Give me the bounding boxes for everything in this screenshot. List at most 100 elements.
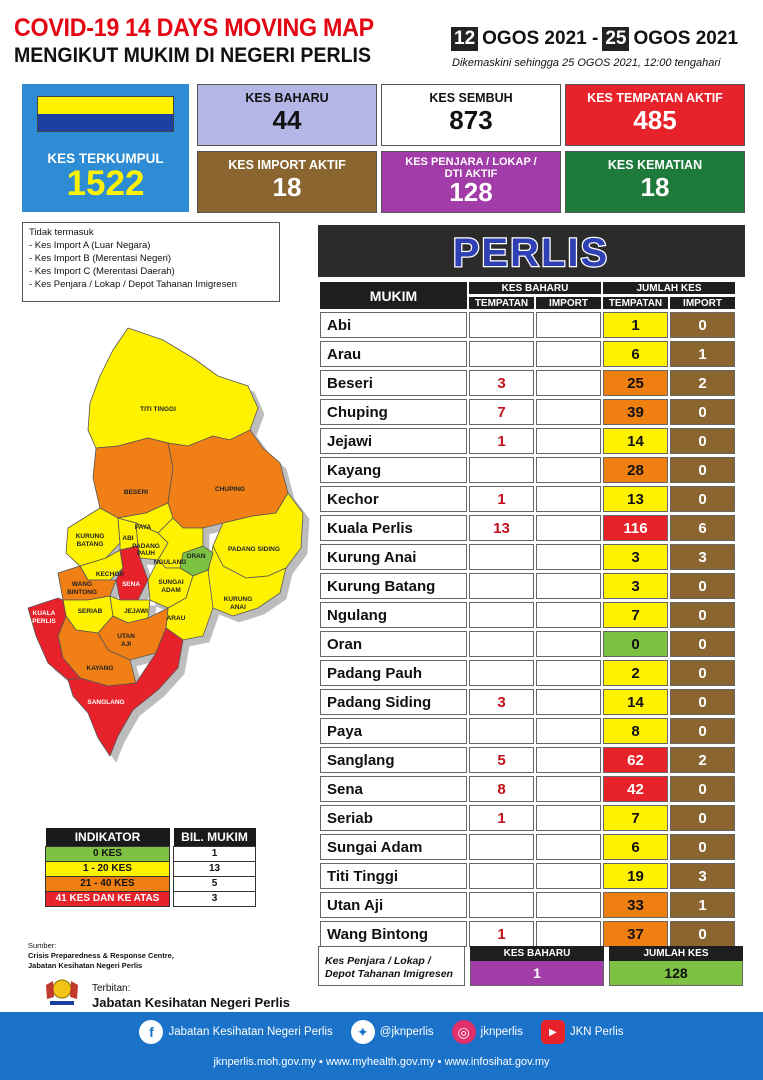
- table-row: Arau 6 1: [320, 341, 735, 367]
- stat-kes-import-aktif: KES IMPORT AKTIF 18: [197, 151, 377, 213]
- jumlah-import: 1: [670, 341, 735, 367]
- table-row: Kechor 1 13 0: [320, 486, 735, 512]
- website-links[interactable]: jknperlis.moh.gov.my ▪ www.myhealth.gov.…: [213, 1056, 550, 1068]
- jumlah-tempatan: 7: [603, 805, 668, 831]
- kes-baharu-tempatan: [469, 573, 534, 599]
- mukim-name: Abi: [320, 312, 467, 338]
- indicator-count: 3: [173, 890, 256, 907]
- jumlah-tempatan: 19: [603, 863, 668, 889]
- map-label-sanglang: SANGLANG: [87, 699, 124, 706]
- kes-baharu-tempatan: 8: [469, 776, 534, 802]
- map-label-utan-aji: UTAN: [117, 633, 135, 640]
- kes-baharu-tempatan: [469, 863, 534, 889]
- stat-label-line2: DTI AKTIF: [444, 168, 498, 180]
- mukim-name: Ngulang: [320, 602, 467, 628]
- penjara-kes-baharu-label: KES BAHARU: [470, 946, 604, 961]
- jumlah-tempatan: 6: [603, 341, 668, 367]
- kes-baharu-tempatan: 13: [469, 515, 534, 541]
- jumlah-import: 0: [670, 631, 735, 657]
- map-label-seriab: SERIAB: [78, 608, 103, 615]
- mukim-name: Sanglang: [320, 747, 467, 773]
- map-label-kayang: KAYANG: [87, 665, 114, 672]
- header-import: IMPORT: [670, 297, 735, 309]
- indicator-count: 13: [173, 860, 256, 877]
- indicator-header: INDIKATOR: [45, 828, 170, 846]
- jumlah-import: 0: [670, 312, 735, 338]
- map-label-sena: SENA: [122, 581, 140, 588]
- kes-baharu-import: [536, 573, 601, 599]
- kes-baharu-import: [536, 747, 601, 773]
- map-label-kurung-batang: BATANG: [77, 541, 104, 548]
- stat-value: 873: [449, 105, 493, 135]
- note-item: - Kes Import A (Luar Negara): [29, 240, 151, 251]
- kes-baharu-tempatan: 1: [469, 486, 534, 512]
- kes-baharu-import: [536, 921, 601, 947]
- jumlah-import: 6: [670, 515, 735, 541]
- table-row: Seriab 1 7 0: [320, 805, 735, 831]
- note-item: - Kes Import B (Merentasi Negeri): [29, 253, 172, 264]
- map-region-kurung-batang: [65, 507, 121, 567]
- map-label-ngulang: NGULANG: [154, 559, 187, 566]
- indicator-row: 0 KES 1: [45, 845, 256, 862]
- mukim-name: Padang Pauh: [320, 660, 467, 686]
- updated-text: Dikemaskini sehingga 25 OGOS 2021, 12:00…: [452, 57, 721, 69]
- note-item: - Kes Penjara / Lokap / Depot Tahanan Im…: [29, 279, 237, 290]
- table-row: Beseri 3 25 2: [320, 370, 735, 396]
- jumlah-tempatan: 14: [603, 428, 668, 454]
- source-line: Jabatan Kesihatan Negeri Perlis: [28, 961, 143, 970]
- kes-baharu-tempatan: 1: [469, 921, 534, 947]
- header-tempatan: TEMPATAN: [603, 297, 668, 309]
- jumlah-import: 0: [670, 689, 735, 715]
- mukim-table: MUKIM KES BAHARU JUMLAH KES TEMPATAN IMP…: [318, 279, 737, 950]
- jumlah-import: 1: [670, 892, 735, 918]
- indicator-legend: INDIKATOR BIL. MUKIM 0 KES 1 1 - 20 KES …: [45, 828, 256, 907]
- stat-value: 18: [640, 172, 670, 202]
- indicator-count-header: BIL. MUKIM: [173, 828, 256, 846]
- mukim-name: Wang Bintong: [320, 921, 467, 947]
- map-region-kuala-perlis: [27, 597, 81, 681]
- twitter-link[interactable]: ✦ @jknperlis: [350, 1020, 434, 1044]
- kes-baharu-import: [536, 486, 601, 512]
- stat-kes-baharu: KES BAHARU 44: [197, 84, 377, 146]
- map-region-sanglang: [67, 627, 184, 757]
- table-row: Oran 0 0: [320, 631, 735, 657]
- youtube-link[interactable]: ▶ JKN Perlis: [540, 1020, 624, 1044]
- table-row: Wang Bintong 1 37 0: [320, 921, 735, 947]
- perlis-banner: PERLIS: [318, 225, 745, 277]
- instagram-link[interactable]: ◎ jknperlis: [451, 1020, 523, 1044]
- map-label-kechor: KECHOR: [96, 571, 124, 578]
- map-label-kuala-perlis: PERLIS: [32, 618, 56, 625]
- facebook-label: Jabatan Kesihatan Negeri Perlis: [168, 1026, 333, 1038]
- mukim-name: Utan Aji: [320, 892, 467, 918]
- table-row: Ngulang 7 0: [320, 602, 735, 628]
- jumlah-tempatan: 13: [603, 486, 668, 512]
- stat-value: 485: [633, 105, 677, 135]
- map-region-titi-tinggi: [87, 327, 259, 449]
- indicator-label: 21 - 40 KES: [45, 875, 170, 892]
- publisher-name: Jabatan Kesihatan Negeri Perlis: [92, 995, 290, 1010]
- map-label-kurung-anai: KURUNG: [224, 596, 253, 603]
- table-row: Paya 8 0: [320, 718, 735, 744]
- kes-baharu-tempatan: [469, 892, 534, 918]
- kes-baharu-tempatan: [469, 834, 534, 860]
- facebook-link[interactable]: f Jabatan Kesihatan Negeri Perlis: [139, 1020, 333, 1044]
- jumlah-tempatan: 28: [603, 457, 668, 483]
- jumlah-import: 0: [670, 399, 735, 425]
- stat-value: 18: [272, 172, 302, 202]
- mukim-name: Paya: [320, 718, 467, 744]
- header-kes-baharu: KES BAHARU: [469, 282, 601, 294]
- map-label-padang-pauh: PAUH: [137, 550, 155, 557]
- kes-baharu-import: [536, 428, 601, 454]
- kes-baharu-tempatan: 5: [469, 747, 534, 773]
- jumlah-tempatan: 8: [603, 718, 668, 744]
- map-label-jejawi: JEJAWI: [124, 608, 148, 615]
- stat-kes-tempatan-aktif: KES TEMPATAN AKTIF 485: [565, 84, 745, 146]
- facebook-icon: f: [139, 1020, 164, 1044]
- map-label-kurung-batang: KURUNG: [76, 533, 105, 540]
- jata-negara-logo-icon: [46, 979, 78, 1005]
- penjara-jumlah-kes: JUMLAH KES 128: [609, 946, 743, 986]
- source-label: Sumber:: [28, 941, 57, 950]
- jumlah-import: 2: [670, 370, 735, 396]
- map-label-abi: ABI: [122, 535, 133, 542]
- mukim-name: Jejawi: [320, 428, 467, 454]
